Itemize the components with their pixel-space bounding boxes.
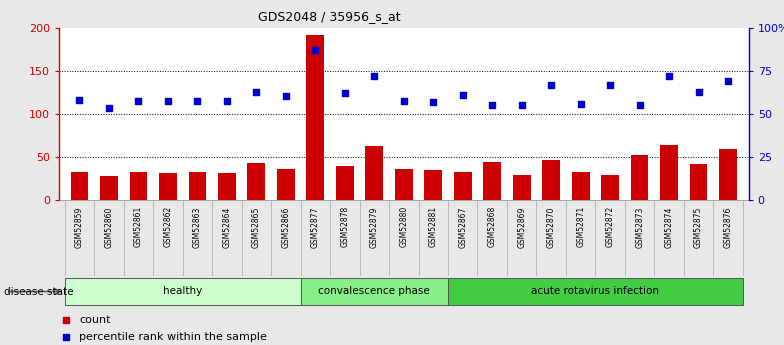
Text: GSM52868: GSM52868 [488, 206, 497, 247]
Bar [159, 172, 176, 200]
Point [575, 101, 587, 106]
Text: GSM52869: GSM52869 [517, 206, 526, 248]
Bar [543, 159, 560, 200]
Bar [513, 175, 531, 200]
Point [545, 83, 557, 88]
Bar [336, 167, 354, 200]
Point [427, 99, 440, 105]
Text: percentile rank within the sample: percentile rank within the sample [79, 332, 267, 342]
Bar [129, 171, 147, 200]
Point [132, 98, 145, 104]
Text: GSM52866: GSM52866 [281, 206, 290, 248]
Text: healthy: healthy [163, 286, 202, 296]
Text: GSM52870: GSM52870 [546, 206, 556, 248]
FancyBboxPatch shape [65, 277, 300, 306]
Text: GSM52874: GSM52874 [665, 206, 673, 248]
Point [73, 97, 85, 103]
Point [162, 98, 174, 104]
Text: acute rotavirus infection: acute rotavirus infection [532, 286, 659, 296]
Text: GSM52881: GSM52881 [429, 206, 437, 247]
Text: GSM52873: GSM52873 [635, 206, 644, 248]
Point [288, 126, 300, 131]
Point [103, 105, 115, 110]
Text: GSM52864: GSM52864 [223, 206, 231, 248]
Bar [71, 171, 89, 200]
Bar [454, 171, 471, 200]
Text: disease state: disease state [4, 287, 74, 296]
Bar [248, 163, 265, 200]
Point [397, 98, 410, 104]
Text: GSM52860: GSM52860 [104, 206, 114, 248]
Point [692, 90, 705, 95]
Text: GSM52863: GSM52863 [193, 206, 201, 248]
Text: GSM52879: GSM52879 [370, 206, 379, 248]
Point [604, 83, 616, 88]
Bar [277, 169, 295, 200]
Bar [395, 169, 412, 200]
Point [633, 102, 646, 108]
Text: GSM52877: GSM52877 [310, 206, 320, 248]
Bar [100, 176, 118, 200]
FancyBboxPatch shape [448, 277, 742, 306]
Point [288, 281, 300, 286]
Bar [631, 155, 648, 200]
Bar [601, 175, 619, 200]
Point [280, 93, 292, 99]
Bar [188, 171, 206, 200]
Text: GSM52876: GSM52876 [724, 206, 732, 248]
Point [309, 47, 321, 53]
Text: GDS2048 / 35956_s_at: GDS2048 / 35956_s_at [258, 10, 401, 23]
Text: GSM52871: GSM52871 [576, 206, 585, 247]
Point [220, 98, 233, 104]
Text: GSM52867: GSM52867 [458, 206, 467, 248]
Text: GSM52861: GSM52861 [134, 206, 143, 247]
FancyBboxPatch shape [300, 277, 448, 306]
Bar [690, 164, 707, 200]
Text: convalescence phase: convalescence phase [318, 286, 430, 296]
Point [456, 92, 469, 98]
Bar [484, 162, 501, 200]
Point [250, 90, 263, 95]
Point [662, 73, 675, 79]
Point [191, 98, 204, 104]
Text: GSM52859: GSM52859 [75, 206, 84, 248]
Text: GSM52872: GSM52872 [606, 206, 615, 247]
Bar [719, 149, 737, 200]
Text: GSM52862: GSM52862 [163, 206, 172, 247]
Text: GSM52880: GSM52880 [399, 206, 408, 247]
Text: GSM52865: GSM52865 [252, 206, 261, 248]
Bar [218, 172, 236, 200]
Point [339, 90, 351, 96]
Bar [572, 171, 590, 200]
Bar [660, 145, 678, 200]
Bar [365, 146, 383, 200]
Bar [424, 170, 442, 200]
Point [722, 78, 735, 84]
Bar [307, 36, 324, 200]
Point [515, 102, 528, 108]
Point [486, 102, 499, 108]
Text: GSM52875: GSM52875 [694, 206, 703, 248]
Text: GSM52878: GSM52878 [340, 206, 350, 247]
Point [368, 73, 380, 79]
Text: count: count [79, 315, 111, 325]
